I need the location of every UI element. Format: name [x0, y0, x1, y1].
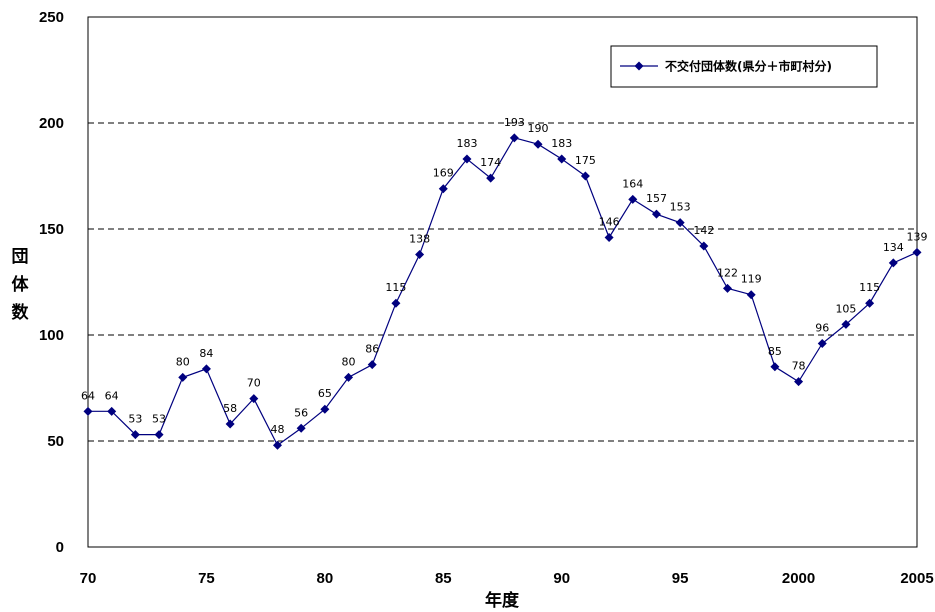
series-line	[88, 137, 918, 447]
data-point	[438, 184, 448, 194]
data-label: 115	[859, 281, 880, 294]
data-point	[557, 154, 567, 164]
data-point	[604, 232, 614, 242]
x-axis-tick-labels: 70 75 80 85 90 95 2000 2005	[80, 570, 934, 587]
data-point	[415, 249, 425, 259]
x-tick-label: 2000	[782, 570, 815, 587]
data-label: 174	[480, 156, 501, 169]
data-label: 183	[456, 137, 477, 150]
data-point	[746, 290, 756, 300]
data-point	[888, 258, 898, 268]
data-label: 190	[528, 122, 549, 135]
y-tick-label: 250	[39, 9, 64, 26]
data-point	[509, 133, 519, 143]
data-point	[794, 377, 804, 387]
x-axis-title: 年度	[485, 590, 520, 611]
data-point	[533, 139, 543, 149]
data-label: 157	[646, 192, 667, 205]
data-point	[178, 372, 188, 382]
data-point	[154, 430, 164, 440]
data-label: 175	[575, 154, 596, 167]
data-point	[912, 247, 922, 257]
plot-area	[87, 16, 918, 548]
data-label: 134	[883, 241, 904, 254]
data-series	[83, 133, 922, 450]
y-tick-label: 150	[39, 221, 64, 238]
data-label: 122	[717, 266, 738, 279]
data-label: 193	[504, 116, 525, 129]
x-tick-label: 95	[672, 570, 689, 587]
data-label: 58	[223, 402, 237, 415]
y-axis-tick-labels: 0 50 100 150 200 250	[39, 9, 64, 556]
x-tick-label: 2005	[900, 570, 933, 587]
data-label: 105	[835, 302, 856, 315]
data-label: 78	[792, 360, 806, 373]
data-point	[344, 372, 354, 382]
data-label: 53	[152, 413, 166, 426]
data-label: 119	[741, 273, 762, 286]
data-label: 115	[385, 281, 406, 294]
legend-marker-icon	[634, 61, 644, 71]
data-label: 56	[294, 406, 308, 419]
data-label: 80	[342, 355, 356, 368]
y-tick-label: 200	[39, 115, 64, 132]
data-point	[225, 419, 235, 429]
data-label: 53	[128, 413, 142, 426]
legend-label: 不交付団体数(県分＋市町村分)	[665, 59, 832, 74]
data-point	[462, 154, 472, 164]
data-label: 85	[768, 345, 782, 358]
data-label: 80	[176, 355, 190, 368]
data-point	[367, 360, 377, 370]
gridlines	[88, 122, 917, 442]
data-point	[296, 423, 306, 433]
data-label: 65	[318, 387, 332, 400]
data-point	[841, 319, 851, 329]
x-tick-label: 90	[553, 570, 570, 587]
data-point	[817, 338, 827, 348]
data-point	[770, 362, 780, 372]
data-label: 146	[599, 215, 620, 228]
data-point	[651, 209, 661, 219]
data-label: 169	[433, 167, 454, 180]
data-label: 84	[199, 347, 213, 360]
legend: 不交付団体数(県分＋市町村分)	[610, 45, 878, 88]
data-point	[201, 364, 211, 374]
data-point	[723, 283, 733, 293]
data-point	[675, 218, 685, 228]
x-tick-label: 85	[435, 570, 452, 587]
y-tick-label: 0	[56, 539, 64, 556]
data-label: 70	[247, 377, 261, 390]
data-label: 139	[907, 230, 928, 243]
data-label: 138	[409, 232, 430, 245]
y-tick-label: 100	[39, 327, 64, 344]
data-point	[320, 404, 330, 414]
data-label: 153	[670, 201, 691, 214]
data-point	[107, 406, 117, 416]
data-label: 64	[105, 389, 119, 402]
data-label: 142	[693, 224, 714, 237]
data-point	[130, 430, 140, 440]
data-point	[486, 173, 496, 183]
data-label: 64	[81, 389, 95, 402]
data-point	[699, 241, 709, 251]
data-point	[272, 440, 282, 450]
data-label: 96	[815, 321, 829, 334]
data-label: 164	[622, 177, 643, 190]
data-label: 48	[270, 423, 284, 436]
x-tick-label: 70	[80, 570, 97, 587]
data-point	[249, 394, 259, 404]
data-label: 183	[551, 137, 572, 150]
x-tick-label: 80	[317, 570, 334, 587]
data-point	[83, 406, 93, 416]
data-point	[865, 298, 875, 308]
data-label: 86	[365, 343, 379, 356]
data-point	[628, 194, 638, 204]
data-point	[391, 298, 401, 308]
y-axis-title: 団体数	[12, 247, 30, 323]
y-tick-label: 50	[47, 433, 64, 450]
data-point	[580, 171, 590, 181]
x-tick-label: 75	[198, 570, 215, 587]
